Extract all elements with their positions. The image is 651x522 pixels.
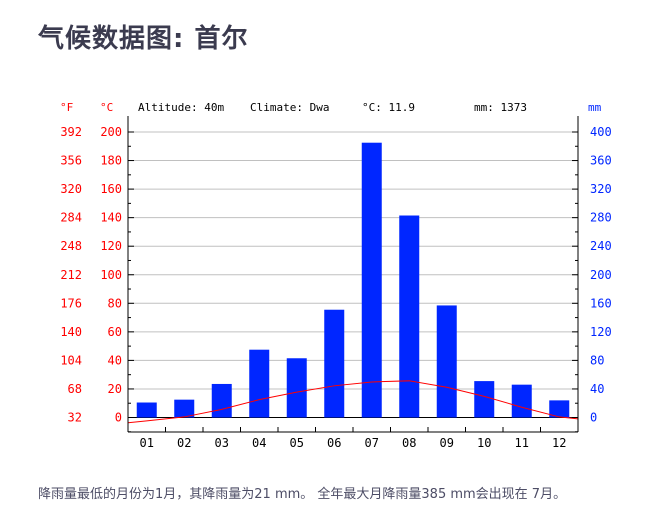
f-tick-label: 32 — [68, 411, 82, 425]
mm-tick-label: 0 — [590, 411, 597, 425]
f-tick-label: 176 — [60, 296, 82, 310]
line-layer — [127, 380, 579, 424]
bar-06 — [324, 309, 345, 418]
bar-12 — [549, 400, 570, 418]
month-label-09: 09 — [440, 436, 454, 450]
annual-precip-label: mm: 1373 — [474, 101, 527, 114]
month-label-07: 07 — [365, 436, 379, 450]
c-tick-label: 140 — [100, 211, 122, 225]
month-label-12: 12 — [552, 436, 566, 450]
mm-tick-label: 320 — [590, 182, 612, 196]
bar-04 — [249, 349, 270, 418]
f-tick-label: 248 — [60, 239, 82, 253]
bar-05 — [286, 358, 307, 418]
month-label-05: 05 — [290, 436, 304, 450]
month-label-06: 06 — [327, 436, 341, 450]
bar-07 — [361, 142, 382, 418]
c-tick-label: 160 — [100, 182, 122, 196]
c-tick-label: 200 — [100, 125, 122, 139]
f-tick-label: 284 — [60, 211, 82, 225]
axes-layer — [127, 116, 579, 433]
mm-tick-label: 280 — [590, 211, 612, 225]
unit-mm-label: mm — [588, 101, 602, 114]
month-label-04: 04 — [252, 436, 266, 450]
c-tick-label: 180 — [100, 154, 122, 168]
bar-02 — [174, 399, 195, 418]
mm-tick-label: 400 — [590, 125, 612, 139]
mm-tick-label: 200 — [590, 268, 612, 282]
bar-08 — [399, 215, 420, 418]
bar-01 — [136, 402, 157, 418]
f-tick-label: 68 — [68, 382, 82, 396]
bar-11 — [511, 384, 532, 418]
altitude-label: Altitude: 40m — [138, 101, 224, 114]
month-label-08: 08 — [402, 436, 416, 450]
c-tick-label: 100 — [100, 268, 122, 282]
c-tick-label: 20 — [108, 382, 122, 396]
bar-03 — [211, 383, 232, 418]
bar-09 — [436, 305, 457, 418]
f-tick-label: 104 — [60, 353, 82, 367]
page-title: 气候数据图: 首尔 — [38, 24, 249, 54]
labels-layer: 0204060801001201401601802003268104140176… — [60, 125, 611, 450]
month-label-01: 01 — [140, 436, 154, 450]
c-tick-label: 80 — [108, 296, 122, 310]
month-label-10: 10 — [477, 436, 491, 450]
unit-f-label: °F — [60, 101, 73, 114]
mm-tick-label: 120 — [590, 325, 612, 339]
avg-temp-label: °C: 11.9 — [362, 101, 415, 114]
f-tick-label: 140 — [60, 325, 82, 339]
f-tick-label: 212 — [60, 268, 82, 282]
month-label-03: 03 — [215, 436, 229, 450]
unit-c-label: °C — [100, 101, 113, 114]
mm-tick-label: 360 — [590, 154, 612, 168]
climate-chart: 0204060801001201401601802003268104140176… — [60, 101, 612, 450]
c-tick-label: 40 — [108, 353, 122, 367]
temperature-line — [127, 380, 579, 424]
summary-caption: 降雨量最低的月份为1月，其降雨量为21 mm。 全年最大月降雨量385 mm会出… — [38, 487, 567, 502]
climate-label: Climate: Dwa — [250, 101, 329, 114]
bar-10 — [474, 381, 495, 418]
mm-tick-label: 40 — [590, 382, 604, 396]
grid-layer — [128, 131, 578, 418]
c-tick-label: 0 — [115, 411, 122, 425]
month-label-02: 02 — [177, 436, 191, 450]
f-tick-label: 356 — [60, 154, 82, 168]
mm-tick-label: 160 — [590, 296, 612, 310]
bars-layer — [136, 142, 570, 418]
c-tick-label: 60 — [108, 325, 122, 339]
month-label-11: 11 — [515, 436, 529, 450]
mm-tick-label: 80 — [590, 353, 604, 367]
f-tick-label: 320 — [60, 182, 82, 196]
f-tick-label: 392 — [60, 125, 82, 139]
mm-tick-label: 240 — [590, 239, 612, 253]
c-tick-label: 120 — [100, 239, 122, 253]
